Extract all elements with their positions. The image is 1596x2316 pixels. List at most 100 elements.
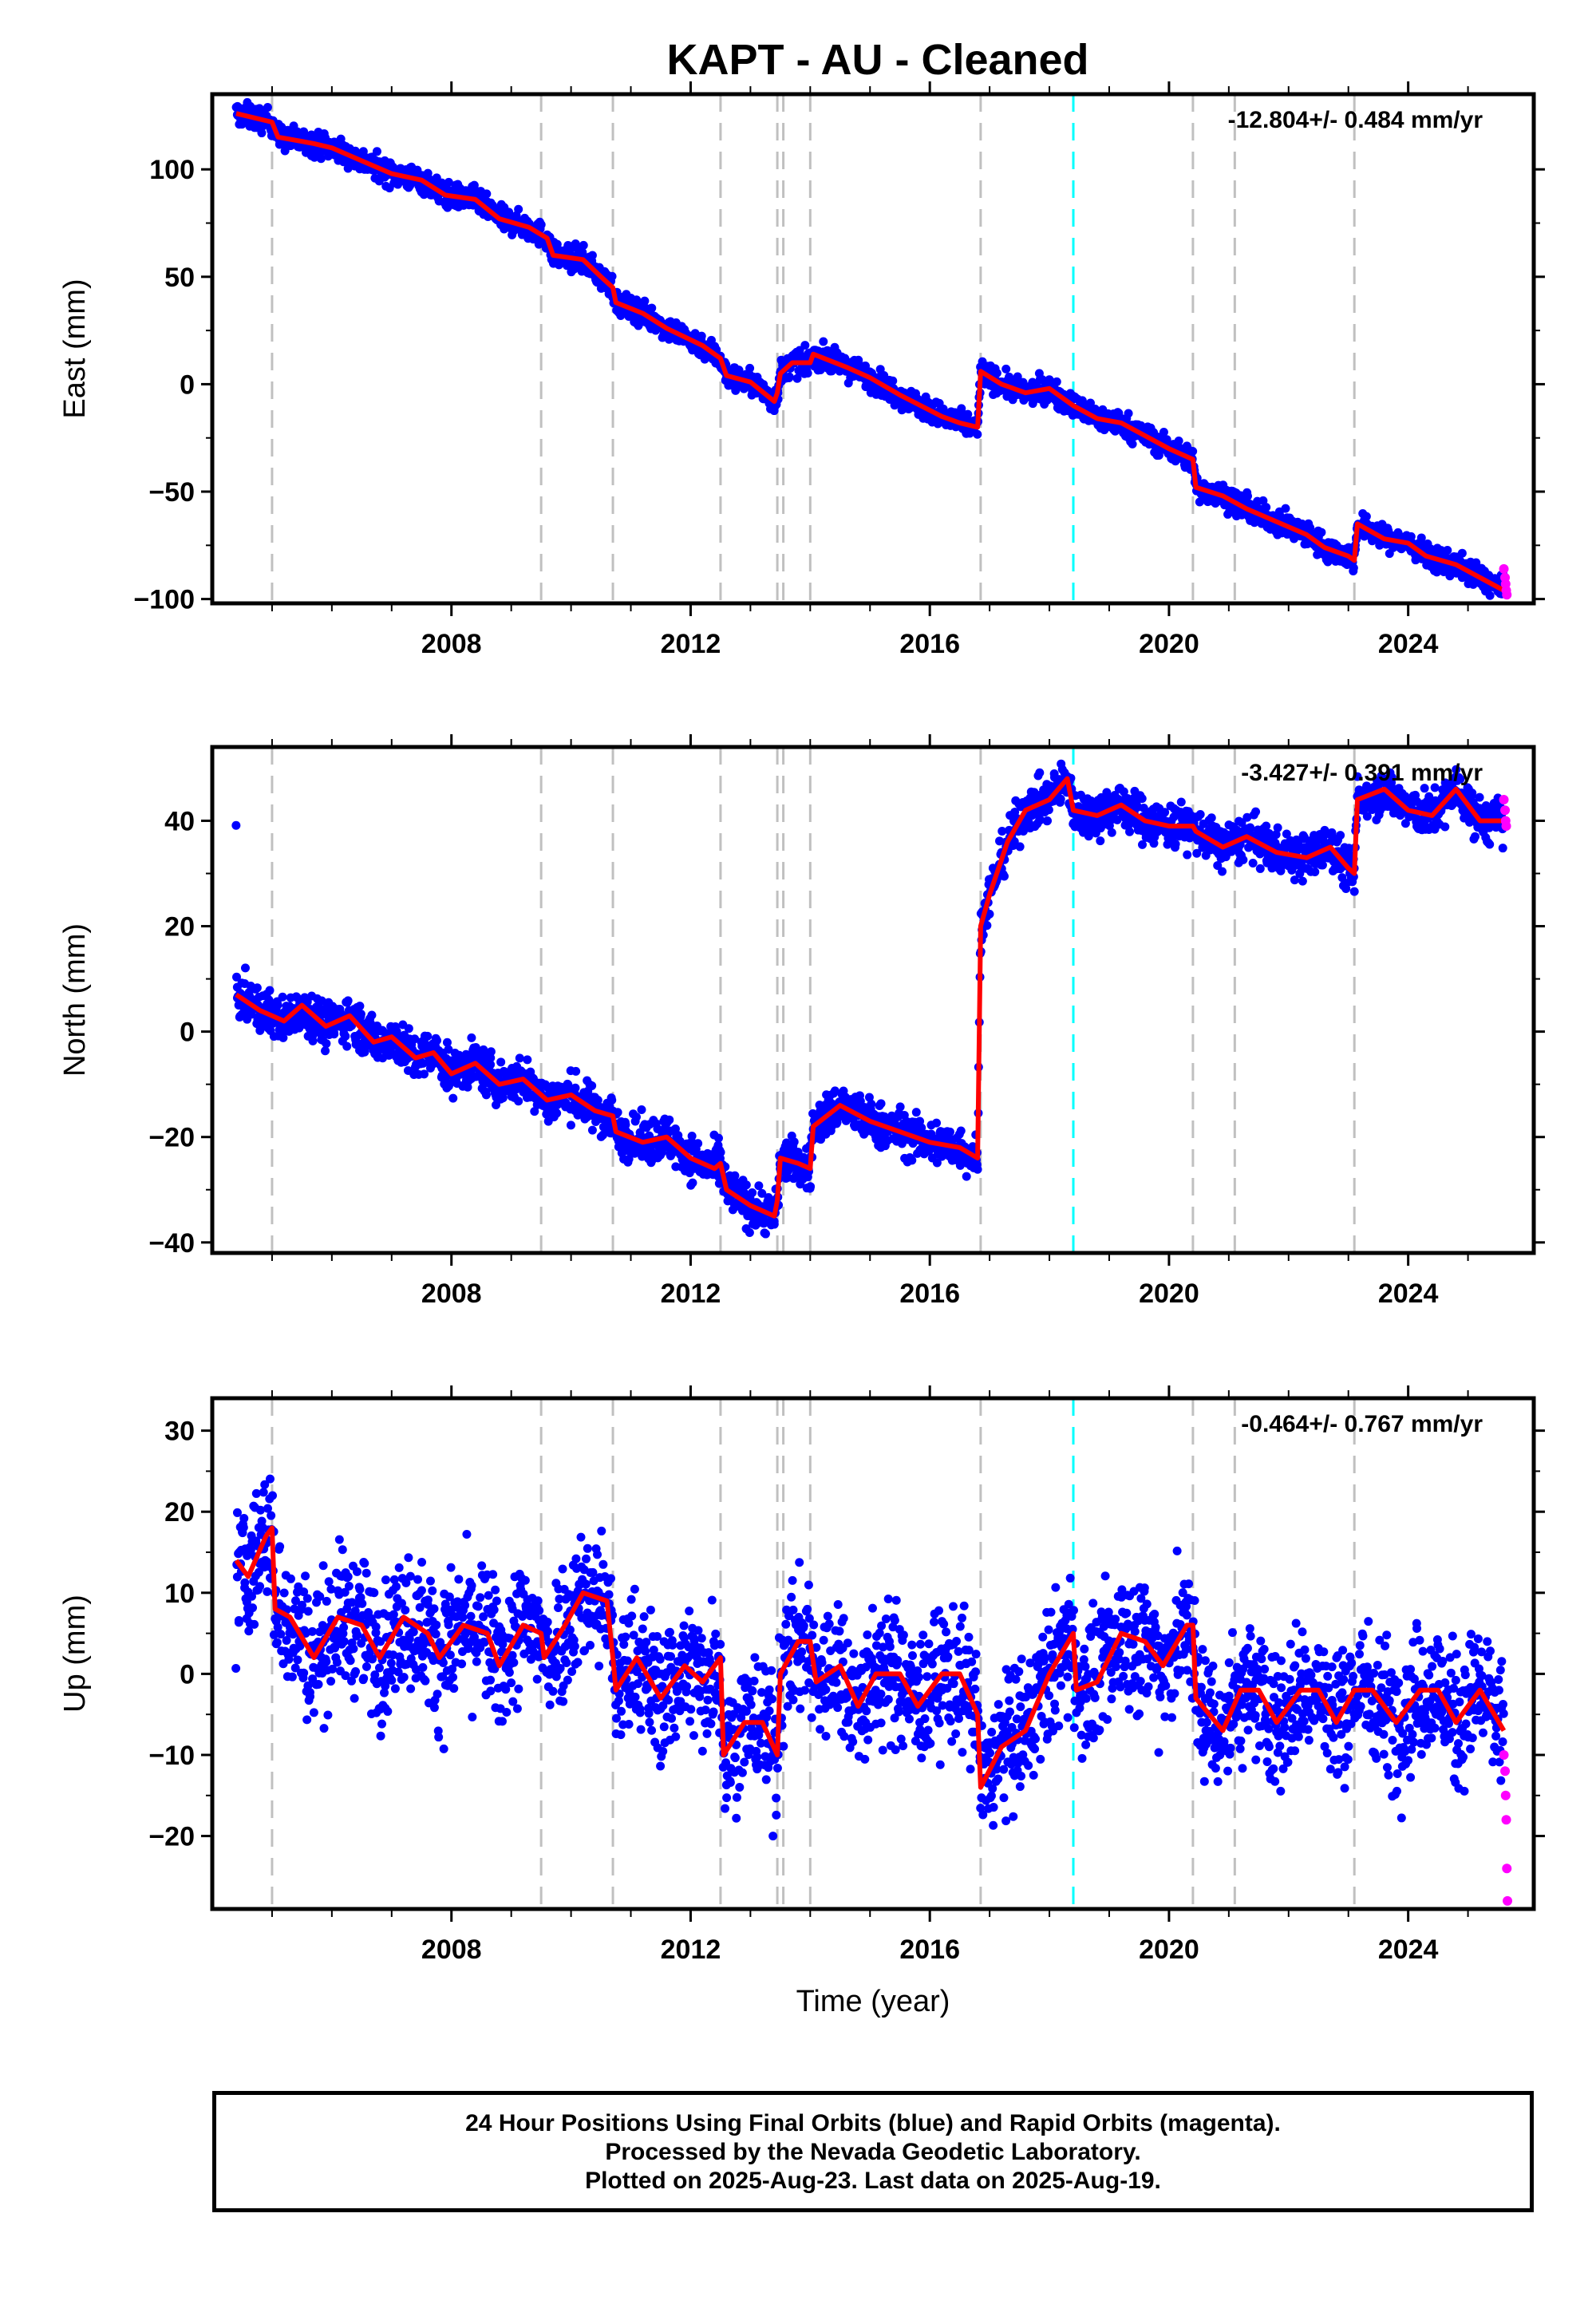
north-final-point xyxy=(713,1133,723,1143)
north-final-point xyxy=(433,1036,442,1045)
north-final-point xyxy=(514,1097,523,1106)
north-final-point xyxy=(1238,855,1248,864)
north-final-point xyxy=(1195,809,1205,819)
north-final-point xyxy=(552,1109,562,1118)
north-final-point xyxy=(571,1083,580,1093)
north-final-point xyxy=(665,1115,674,1124)
north-final-point xyxy=(1056,794,1065,804)
north-final-point xyxy=(343,996,353,1006)
north-final-point xyxy=(985,909,994,919)
east-final-point xyxy=(647,303,657,313)
east-final-point xyxy=(992,368,1001,377)
north-final-point xyxy=(322,1039,331,1049)
chart-title: KAPT - AU - Cleaned xyxy=(666,36,1089,84)
east-final-point xyxy=(1242,492,1252,501)
north-final-point xyxy=(741,1180,751,1190)
north-final-point xyxy=(1119,787,1128,796)
east-final-point xyxy=(1416,533,1426,543)
east-ytick-label: 100 xyxy=(149,155,195,185)
north-final-point xyxy=(252,983,262,993)
north-final-point xyxy=(748,1188,757,1197)
east-y-axis-label: East (mm) xyxy=(58,279,92,418)
east-final-point xyxy=(745,363,755,373)
north-final-point xyxy=(423,1031,433,1041)
east-final-point xyxy=(888,376,898,385)
north-final-point xyxy=(1107,828,1116,837)
east-ytick-label: −50 xyxy=(148,477,195,508)
north-final-points xyxy=(231,759,1508,1239)
north-final-point xyxy=(932,1118,942,1128)
north-final-point xyxy=(782,1138,792,1148)
north-final-point xyxy=(1248,858,1258,868)
east-final-point xyxy=(1443,546,1452,555)
east-final-point xyxy=(963,409,973,419)
north-final-point xyxy=(693,1139,703,1148)
east-final-point xyxy=(1317,528,1326,537)
east-final-point xyxy=(800,341,810,350)
north-final-point xyxy=(367,1010,377,1020)
east-final-point xyxy=(482,189,492,199)
north-final-point xyxy=(240,963,250,973)
north-final-point xyxy=(587,1081,597,1090)
north-final-point xyxy=(1112,815,1122,824)
east-rapid-point xyxy=(1502,590,1512,600)
north-final-point xyxy=(1246,823,1255,832)
east-final-point xyxy=(819,337,828,346)
east-final-point xyxy=(443,203,452,212)
north-final-point xyxy=(1138,840,1148,849)
north-final-point xyxy=(1290,875,1299,885)
east-xtick-label: 2016 xyxy=(899,629,960,659)
east-final-point xyxy=(1128,439,1137,449)
north-final-point xyxy=(1336,831,1345,840)
north-final-point xyxy=(392,1026,401,1036)
north-final-point xyxy=(1213,861,1223,871)
north-final-point xyxy=(789,1137,799,1147)
east-final-point xyxy=(1262,503,1271,512)
east-final-point xyxy=(1001,364,1011,373)
north-final-point xyxy=(945,1127,954,1136)
north-final-point xyxy=(418,1058,428,1068)
east-final-point xyxy=(263,102,272,112)
east-final-point xyxy=(1162,435,1171,445)
east-final-point xyxy=(257,128,267,138)
east-final-point xyxy=(1457,548,1467,558)
north-final-point xyxy=(631,1113,641,1122)
north-final-point xyxy=(760,1229,770,1239)
north-final-point xyxy=(1009,836,1019,846)
north-final-point xyxy=(279,1033,288,1042)
north-final-point xyxy=(1183,850,1192,860)
north-final-point xyxy=(561,1098,571,1108)
east-final-point xyxy=(803,369,812,378)
north-final-point xyxy=(1242,812,1252,822)
north-final-point xyxy=(1207,813,1216,823)
east-final-point xyxy=(784,372,794,381)
north-final-point xyxy=(1251,807,1261,816)
east-final-point xyxy=(579,240,588,250)
north-final-point xyxy=(613,1108,622,1117)
east-final-point xyxy=(1154,450,1163,460)
north-final-point xyxy=(530,1107,539,1117)
north-final-point xyxy=(907,1156,917,1165)
east-final-point xyxy=(792,373,802,383)
east-final-point xyxy=(444,177,453,187)
north-final-point xyxy=(932,1158,942,1168)
north-final-point xyxy=(1044,805,1053,815)
north-final-point xyxy=(308,1036,318,1045)
north-final-point xyxy=(355,1002,365,1011)
north-final-point xyxy=(962,1172,971,1181)
north-final-point xyxy=(278,992,287,1002)
north-final-point xyxy=(806,1182,816,1192)
east-ytick-label: −100 xyxy=(133,585,195,615)
east-final-point xyxy=(1124,409,1133,418)
north-final-point xyxy=(265,986,275,995)
north-final-point xyxy=(410,1034,420,1044)
north-final-point xyxy=(864,1093,874,1102)
east-final-point xyxy=(299,127,309,136)
east-final-point xyxy=(607,271,617,281)
east-final-point xyxy=(697,331,706,341)
east-final-points xyxy=(231,97,1508,600)
east-final-point xyxy=(1174,436,1183,445)
north-final-point xyxy=(515,1053,524,1063)
north-final-point xyxy=(486,1047,496,1057)
north-final-point xyxy=(1035,768,1045,777)
